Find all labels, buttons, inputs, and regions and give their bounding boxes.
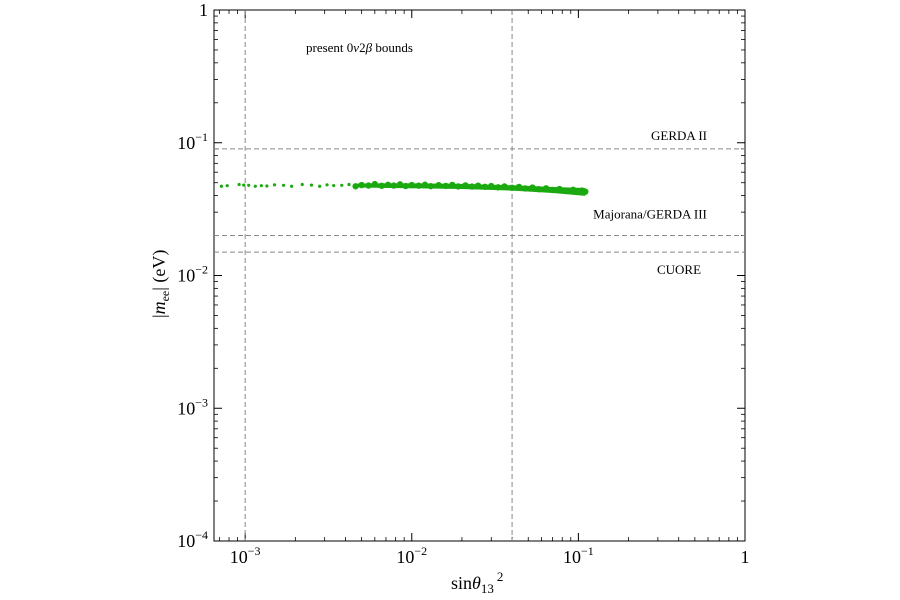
scatter-point	[237, 182, 241, 187]
y-tick-labels: 10−4 10−3 10−2 10−1 1	[177, 0, 208, 551]
scatter-point	[242, 183, 246, 187]
scatter-point	[253, 184, 257, 188]
x-tick-label: 10−1	[563, 544, 594, 567]
scatter-point	[290, 184, 294, 188]
y-tick-label: 10−3	[177, 395, 208, 418]
y-tick-label: 1	[199, 0, 208, 20]
scatter-point	[309, 183, 314, 187]
y-tick-label: 10−4	[177, 528, 208, 551]
minor-ticks	[214, 10, 745, 541]
scatter-band	[354, 183, 586, 196]
x-tick-label: 10−3	[230, 544, 261, 567]
scatter-point	[318, 184, 322, 188]
scatter-point	[325, 183, 329, 187]
bound-label: Majorana/GERDA III	[593, 207, 707, 222]
y-tick-label: 10−1	[177, 130, 208, 153]
reference-line-labels: GERDA II Majorana/GERDA III CUORE	[593, 128, 707, 277]
data-points	[219, 180, 589, 196]
scatter-point	[281, 183, 286, 187]
bounds-annotation: present 0ν2β bounds	[306, 40, 413, 55]
y-tick-label: 10−2	[177, 263, 208, 286]
scatter-point	[340, 183, 344, 187]
scatter-point	[347, 182, 351, 187]
scatter-point	[332, 183, 336, 188]
scatter-point	[259, 184, 263, 188]
reference-lines	[214, 10, 745, 541]
scatter-point	[300, 182, 304, 187]
bound-label: GERDA II	[651, 128, 707, 143]
scatter-point	[247, 183, 251, 187]
scatter-point	[265, 184, 269, 188]
scatter-point	[272, 183, 277, 187]
x-tick-labels: 10−3 10−2 10−1 1	[230, 544, 750, 567]
scatter-point	[219, 184, 224, 188]
x-tick-label: 1	[741, 547, 750, 567]
scatter-point	[225, 184, 229, 188]
y-axis-title: |mee| (eV)	[149, 250, 172, 318]
x-tick-label: 10−2	[396, 544, 427, 567]
bound-label: CUORE	[657, 262, 701, 277]
x-axis-title: sinθ132	[451, 569, 503, 596]
